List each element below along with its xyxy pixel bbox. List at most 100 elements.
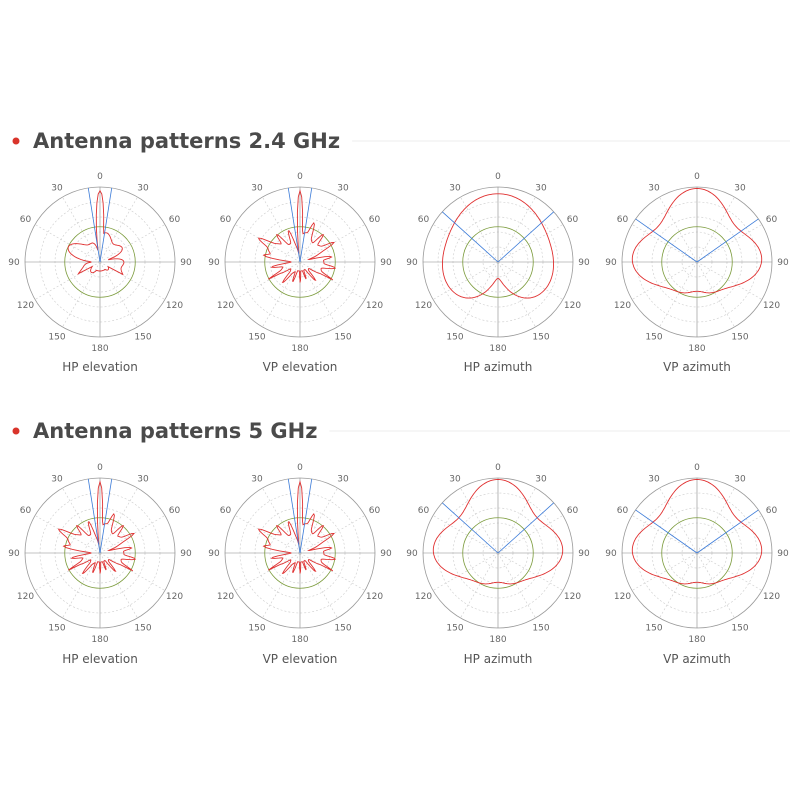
pattern-curve	[67, 189, 125, 276]
reference-ring	[64, 517, 136, 589]
angle-label: 150	[248, 623, 265, 633]
polar-spoke	[299, 261, 366, 300]
polar-spoke	[99, 552, 138, 619]
polar-spoke	[299, 224, 366, 263]
polar-spoke	[497, 515, 564, 554]
beamwidth-line	[696, 509, 759, 554]
angle-label: 0	[297, 172, 303, 182]
angle-label: 120	[17, 592, 34, 602]
angle-label: 180	[688, 635, 705, 645]
angle-label: 90	[406, 258, 418, 268]
reference-ring	[661, 226, 733, 298]
angle-label: 120	[366, 592, 383, 602]
polar-spoke	[631, 515, 698, 554]
angle-label: 60	[369, 506, 381, 516]
angle-label: 180	[291, 635, 308, 645]
angle-label: 120	[217, 301, 234, 311]
angle-label: 60	[617, 215, 629, 225]
angle-label: 180	[489, 344, 506, 354]
polar-spoke	[460, 487, 499, 554]
plot-caption: VP elevation	[263, 652, 338, 666]
polar-spoke	[497, 261, 564, 300]
angle-label: 90	[180, 549, 192, 559]
beamwidth-line	[497, 211, 555, 263]
angle-label: 30	[337, 475, 349, 485]
angle-label: 150	[532, 332, 549, 342]
polar-spoke	[299, 552, 366, 591]
angle-label: 90	[180, 258, 192, 268]
polar-spoke	[631, 224, 698, 263]
polar-plot: 0 30 60 90 120 150 180 150 120 90 60 30 VP elevation	[208, 463, 392, 666]
reference-ring	[661, 517, 733, 589]
angle-label: 0	[495, 463, 501, 473]
polar-spoke	[497, 552, 536, 619]
angle-label: 0	[297, 463, 303, 473]
polar-spoke	[99, 515, 166, 554]
angle-label: 90	[406, 549, 418, 559]
polar-spoke	[432, 552, 499, 591]
beamwidth-line	[497, 502, 555, 554]
pattern-curve	[631, 188, 763, 294]
angle-label: 150	[446, 623, 463, 633]
polar-plot: 0 30 60 90 120 150 180 150 120 90 60 30 HP azimuth	[406, 463, 590, 666]
angle-label: 60	[418, 215, 430, 225]
pattern-curve	[631, 479, 763, 585]
polar-spoke	[432, 224, 499, 263]
pattern-curve	[57, 480, 136, 575]
angle-label: 30	[734, 184, 746, 194]
angle-label: 60	[20, 215, 32, 225]
pattern-curve	[432, 479, 564, 585]
angle-label: 0	[495, 172, 501, 182]
beamwidth-line	[87, 478, 101, 554]
plot-caption: HP elevation	[62, 652, 138, 666]
polar-spoke	[659, 261, 698, 328]
angle-label: 0	[694, 463, 700, 473]
polar-spoke	[99, 224, 166, 263]
polar-plot: 0 30 60 90 120 150 180 150 120 90 60 30 VP azimuth	[605, 463, 789, 666]
angle-label: 150	[248, 332, 265, 342]
angle-label: 120	[415, 301, 432, 311]
plot-caption: HP elevation	[62, 360, 138, 374]
polar-spoke	[432, 261, 499, 300]
angle-label: 120	[614, 301, 631, 311]
polar-plot: 0 30 60 90 120 150 180 150 120 90 60 30 HP elevation	[8, 463, 192, 666]
beamwidth-line	[287, 478, 301, 554]
polar-spoke	[659, 196, 698, 263]
polar-spoke	[62, 196, 101, 263]
polar-spoke	[299, 487, 338, 554]
angle-label: 150	[446, 332, 463, 342]
angle-label: 30	[535, 475, 547, 485]
angle-label: 150	[134, 623, 151, 633]
angle-label: 180	[489, 635, 506, 645]
polar-spoke	[34, 224, 101, 263]
polar-spoke	[497, 196, 536, 263]
reference-ring	[264, 226, 336, 298]
polar-spoke	[696, 552, 763, 591]
polar-spoke	[299, 196, 338, 263]
polar-spoke	[299, 552, 338, 619]
angle-label: 180	[291, 344, 308, 354]
angle-label: 30	[449, 475, 461, 485]
angle-label: 30	[648, 475, 660, 485]
angle-label: 150	[645, 623, 662, 633]
beamwidth-line	[635, 509, 698, 554]
angle-label: 0	[694, 172, 700, 182]
polar-spoke	[696, 196, 735, 263]
angle-label: 150	[334, 623, 351, 633]
polar-spoke	[696, 224, 763, 263]
angle-label: 30	[449, 184, 461, 194]
angle-label: 30	[251, 184, 263, 194]
beamwidth-line	[441, 502, 499, 554]
angle-label: 150	[48, 623, 65, 633]
polar-spoke	[34, 515, 101, 554]
polar-spoke	[62, 261, 101, 328]
polar-spoke	[631, 261, 698, 300]
angle-label: 30	[648, 184, 660, 194]
angle-label: 120	[763, 592, 780, 602]
beamwidth-line	[696, 218, 759, 263]
angle-label: 120	[763, 301, 780, 311]
angle-label: 180	[91, 635, 108, 645]
polar-spoke	[99, 552, 166, 591]
angle-label: 120	[415, 592, 432, 602]
